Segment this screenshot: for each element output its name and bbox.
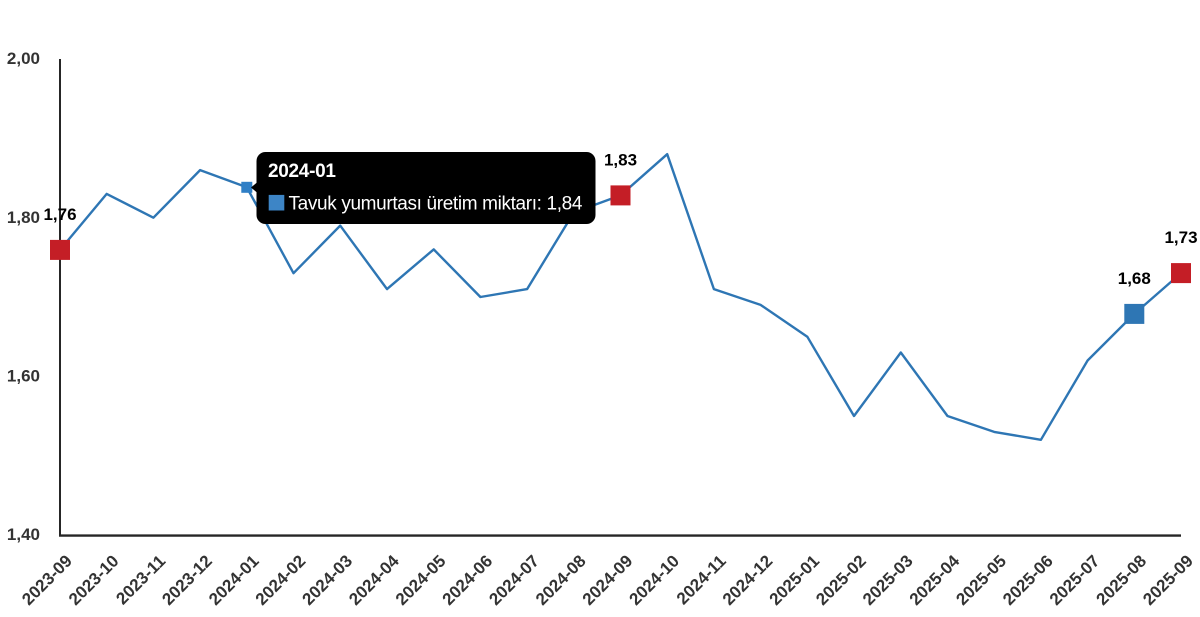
svg-text:1,83: 1,83 — [604, 150, 637, 169]
svg-text:1,40: 1,40 — [7, 525, 40, 544]
svg-text:1,73: 1,73 — [1164, 228, 1197, 247]
svg-text:1,76: 1,76 — [43, 205, 76, 224]
svg-text:1,80: 1,80 — [7, 208, 40, 227]
svg-text:1,60: 1,60 — [7, 367, 40, 386]
svg-text:2024-01: 2024-01 — [268, 161, 336, 182]
svg-text:Tavuk yumurtası üretim miktarı: Tavuk yumurtası üretim miktarı: 1,84 — [289, 194, 583, 215]
svg-text:2,00: 2,00 — [7, 49, 40, 68]
svg-text:1,68: 1,68 — [1118, 269, 1151, 288]
